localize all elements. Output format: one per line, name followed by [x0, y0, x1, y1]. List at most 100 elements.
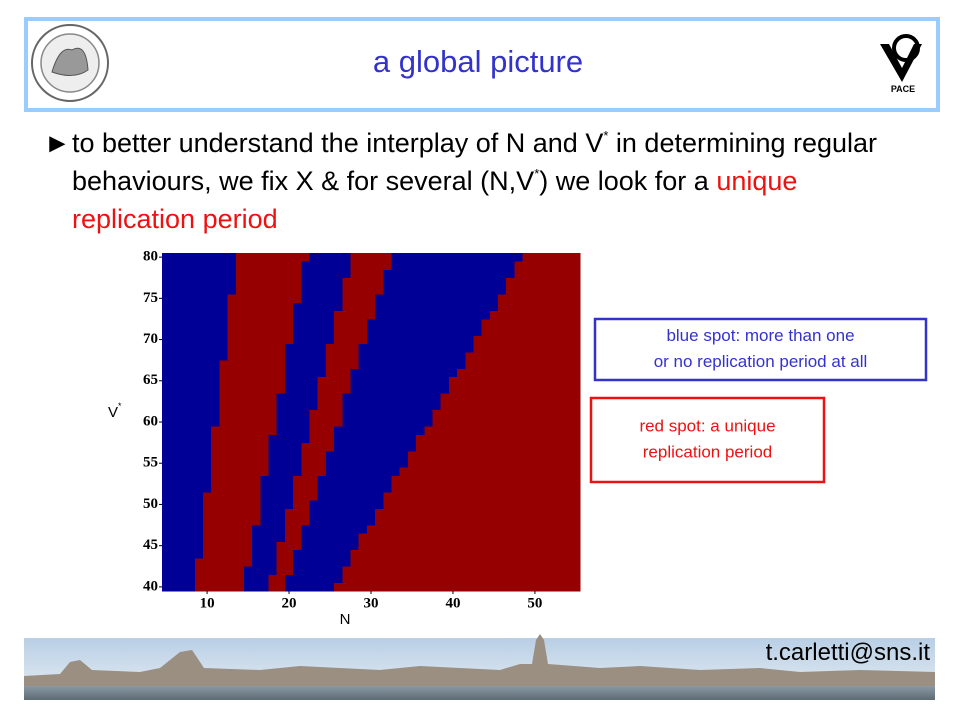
heatmap-cell: [350, 310, 360, 320]
heatmap-cell: [260, 327, 269, 336]
heatmap-cell: [424, 434, 433, 444]
heatmap-cell: [383, 277, 392, 287]
heatmap-cell: [416, 467, 425, 476]
heatmap-cell: [227, 558, 237, 567]
heatmap-cell: [375, 310, 384, 320]
heatmap-cell: [186, 467, 196, 476]
heatmap-cell: [432, 558, 442, 567]
heatmap-cell: [530, 475, 540, 485]
heatmap-cell: [235, 492, 245, 501]
heatmap-cell: [358, 558, 368, 567]
heatmap-cell: [334, 574, 343, 584]
heatmap-cell: [555, 426, 565, 435]
heatmap-cell: [424, 442, 433, 452]
heatmap-cell: [211, 393, 220, 402]
heatmap-cell: [194, 475, 204, 485]
heatmap-cell: [276, 549, 286, 559]
heatmap-cell: [186, 261, 196, 270]
heatmap-cell: [547, 253, 556, 262]
heatmap-cell: [383, 261, 392, 270]
heatmap-cell: [383, 525, 392, 534]
heatmap-cell: [162, 368, 171, 378]
heatmap-cell: [309, 566, 319, 575]
heatmap-cell: [506, 401, 515, 411]
heatmap-cell: [514, 442, 524, 452]
heatmap-cell: [547, 492, 556, 501]
heatmap-cell: [325, 558, 335, 567]
heatmap-cell: [284, 401, 294, 411]
heatmap-cell: [301, 434, 310, 444]
heatmap-cell: [506, 269, 515, 279]
heatmap-cell: [325, 417, 335, 427]
heatmap-cell: [243, 582, 253, 592]
heatmap-cell: [170, 343, 179, 353]
heatmap-cell: [186, 483, 196, 493]
heatmap-cell: [514, 516, 524, 526]
heatmap-cell: [563, 483, 573, 493]
heatmap-cell: [211, 285, 220, 295]
heatmap-cell: [342, 253, 351, 262]
heatmap-cell: [276, 558, 286, 567]
heatmap-cell: [194, 434, 204, 444]
heatmap-cell: [252, 492, 261, 501]
heatmap-cell: [325, 508, 335, 518]
heatmap-cell: [473, 384, 483, 394]
heatmap-cell: [227, 343, 237, 353]
heatmap-cell: [170, 541, 179, 551]
heatmap-cell: [350, 475, 360, 485]
heatmap-cell: [563, 302, 573, 312]
heatmap-cell: [342, 508, 351, 518]
heatmap-cell: [399, 253, 409, 262]
heatmap-cell: [530, 376, 540, 386]
heatmap-cell: [457, 261, 466, 270]
heatmap-cell: [284, 442, 294, 452]
heatmap-cell: [194, 500, 204, 509]
heatmap-cell: [342, 442, 351, 452]
heatmap-cell: [547, 269, 556, 279]
heatmap-cell: [522, 253, 532, 262]
heatmap-cell: [375, 285, 384, 295]
heatmap-cell: [506, 384, 515, 394]
heatmap-cell: [424, 318, 433, 328]
heatmap-cell: [506, 310, 515, 320]
heatmap-cell: [317, 574, 327, 584]
heatmap-cell: [227, 360, 237, 369]
heatmap-cell: [358, 475, 368, 485]
heatmap-cell: [563, 492, 573, 501]
heatmap-cell: [530, 302, 540, 312]
heatmap-cell: [325, 253, 335, 262]
y-tick-label: 65: [143, 372, 158, 388]
heatmap-cell: [375, 302, 384, 312]
heatmap-cell: [547, 294, 556, 303]
heatmap-cell: [448, 360, 458, 369]
heatmap-cell: [514, 483, 524, 493]
heatmap-cell: [457, 384, 466, 394]
heatmap-cell: [317, 500, 327, 509]
heatmap-cell: [358, 310, 368, 320]
heatmap-cell: [539, 582, 548, 592]
heatmap-cell: [416, 409, 425, 419]
heatmap-cell: [342, 525, 351, 534]
heatmap-cell: [170, 582, 179, 592]
heatmap-cell: [539, 475, 548, 485]
heatmap-cell: [473, 302, 483, 312]
heatmap-cell: [489, 434, 499, 444]
heatmap-cell: [375, 360, 384, 369]
heatmap-cell: [465, 253, 474, 262]
heatmap-cell: [301, 467, 310, 476]
heatmap-cell: [481, 417, 491, 427]
heatmap-cell: [407, 541, 417, 551]
heatmap-cell: [522, 516, 532, 526]
heatmap-cell: [498, 384, 507, 394]
heatmap-cell: [506, 541, 515, 551]
heatmap-cell: [252, 360, 261, 369]
heatmap-cell: [260, 467, 269, 476]
heatmap-cell: [334, 492, 343, 501]
heatmap-cell: [276, 269, 286, 279]
heatmap-cell: [219, 525, 228, 534]
heatmap-cell: [284, 285, 294, 295]
heatmap-cell: [170, 467, 179, 476]
heatmap-cell: [358, 285, 368, 295]
heatmap-cell: [530, 541, 540, 551]
